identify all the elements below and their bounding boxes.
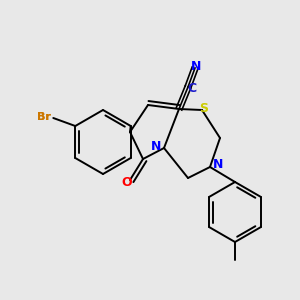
Text: Br: Br — [38, 112, 51, 122]
Text: S: S — [200, 101, 208, 115]
Text: N: N — [151, 140, 161, 152]
Text: N: N — [213, 158, 223, 172]
Text: Br: Br — [38, 112, 51, 122]
Text: C: C — [188, 82, 196, 94]
Text: N: N — [191, 59, 201, 73]
Text: O: O — [122, 176, 132, 188]
